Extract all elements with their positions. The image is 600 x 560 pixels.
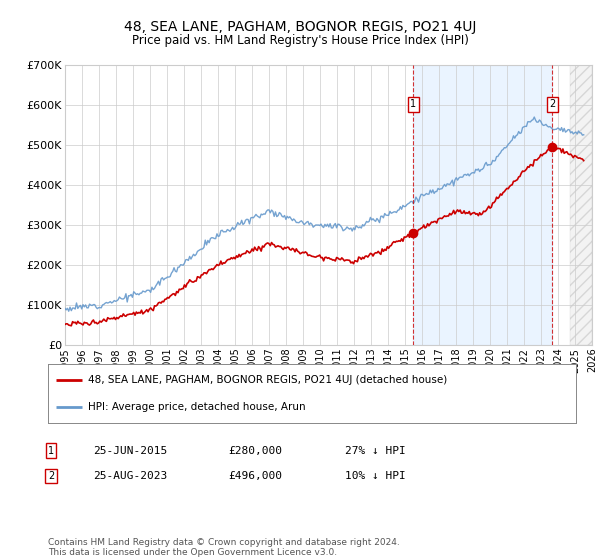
Bar	[570, 65, 592, 345]
Text: 2: 2	[48, 471, 54, 481]
Text: 10% ↓ HPI: 10% ↓ HPI	[345, 471, 406, 481]
Text: 2: 2	[549, 99, 556, 109]
Text: 48, SEA LANE, PAGHAM, BOGNOR REGIS, PO21 4UJ (detached house): 48, SEA LANE, PAGHAM, BOGNOR REGIS, PO21…	[88, 375, 447, 385]
Text: £496,000: £496,000	[228, 471, 282, 481]
Text: Price paid vs. HM Land Registry's House Price Index (HPI): Price paid vs. HM Land Registry's House …	[131, 34, 469, 47]
Text: 48, SEA LANE, PAGHAM, BOGNOR REGIS, PO21 4UJ: 48, SEA LANE, PAGHAM, BOGNOR REGIS, PO21…	[124, 20, 476, 34]
Text: 27% ↓ HPI: 27% ↓ HPI	[345, 446, 406, 456]
Text: Contains HM Land Registry data © Crown copyright and database right 2024.
This d: Contains HM Land Registry data © Crown c…	[48, 538, 400, 557]
Text: £280,000: £280,000	[228, 446, 282, 456]
Text: HPI: Average price, detached house, Arun: HPI: Average price, detached house, Arun	[88, 402, 305, 412]
Text: 25-JUN-2015: 25-JUN-2015	[93, 446, 167, 456]
Bar	[413, 65, 552, 345]
Text: 25-AUG-2023: 25-AUG-2023	[93, 471, 167, 481]
Text: 1: 1	[48, 446, 54, 456]
Text: 1: 1	[410, 99, 416, 109]
